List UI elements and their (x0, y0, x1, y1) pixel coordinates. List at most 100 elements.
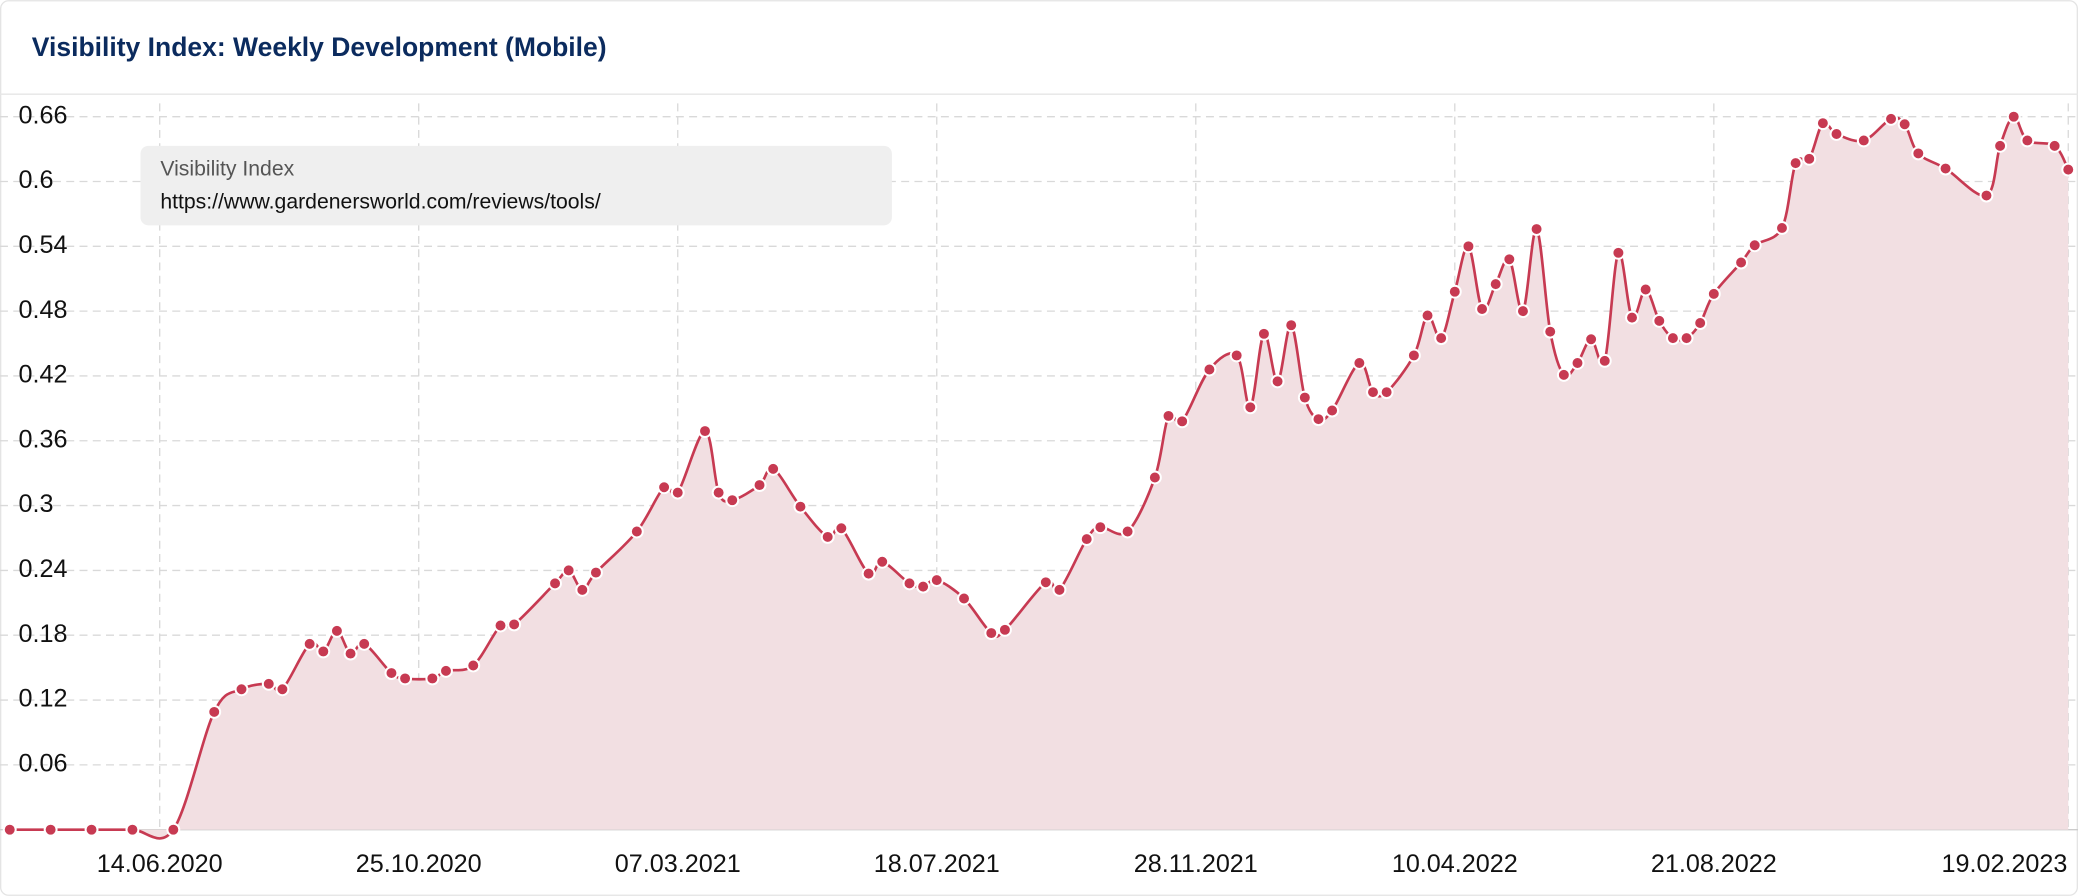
y-tick-label: 0.24 (19, 555, 68, 583)
point (1788, 156, 1803, 171)
point (1120, 524, 1135, 539)
y-tick-label: 0.06 (19, 750, 68, 778)
point (1502, 252, 1517, 267)
point (1434, 331, 1449, 346)
point (752, 478, 767, 493)
point (1652, 313, 1667, 328)
point (1175, 414, 1190, 429)
point (1706, 286, 1721, 301)
point (343, 646, 358, 661)
y-tick-label: 0.66 (19, 101, 68, 129)
point (1311, 412, 1326, 427)
y-tick-label: 0.3 (19, 490, 54, 518)
point (439, 663, 453, 678)
point (125, 822, 140, 837)
y-tick-label: 0.36 (19, 425, 68, 453)
point (234, 682, 249, 697)
point (2006, 109, 2021, 124)
point (1938, 161, 1953, 176)
point (1556, 367, 1571, 382)
point (1570, 356, 1585, 370)
point (916, 579, 931, 594)
point (2, 822, 17, 837)
point (793, 499, 808, 514)
point (1488, 277, 1503, 292)
area-fill (9, 116, 2069, 839)
point (1529, 222, 1544, 236)
y-tick-label: 0.48 (19, 296, 68, 324)
point (1052, 582, 1067, 597)
point (575, 582, 590, 597)
point (588, 565, 603, 580)
point (357, 636, 372, 651)
point (629, 524, 644, 539)
point (548, 576, 562, 591)
point (1802, 151, 1817, 166)
point (1406, 348, 1421, 363)
point (316, 644, 331, 659)
point (1256, 326, 1271, 341)
point (1229, 348, 1244, 363)
x-tick-label: 19.02.2023 (1941, 850, 2067, 878)
point (1665, 331, 1680, 346)
point (1202, 362, 1217, 377)
point (1693, 316, 1708, 330)
point (384, 666, 399, 680)
point (1638, 282, 1653, 297)
x-tick-label: 28.11.2021 (1134, 850, 1258, 878)
point (1829, 127, 1844, 141)
point (1679, 331, 1694, 346)
point (698, 424, 712, 439)
point (207, 704, 222, 719)
point (820, 529, 835, 544)
point (1161, 408, 1176, 423)
point (466, 658, 481, 673)
point (1993, 138, 2008, 153)
point (493, 618, 508, 633)
point (329, 623, 344, 638)
point (166, 822, 181, 837)
point (84, 822, 99, 837)
point (398, 671, 413, 686)
point (1093, 520, 1108, 535)
point (902, 576, 917, 591)
legend-series-name: Visibility Index (160, 157, 294, 180)
y-tick-label: 0.18 (19, 620, 68, 648)
point (711, 485, 726, 500)
point (302, 636, 317, 651)
point (1366, 385, 1380, 400)
point (1147, 470, 1162, 485)
point (275, 682, 290, 697)
point (2020, 133, 2035, 148)
point (1038, 575, 1053, 590)
point (425, 671, 440, 686)
x-tick-label: 21.08.2022 (1651, 850, 1777, 878)
point (875, 554, 890, 569)
point (670, 485, 685, 500)
point (43, 822, 58, 837)
point (929, 573, 944, 588)
x-tick-label: 14.06.2020 (97, 850, 223, 878)
point (1625, 310, 1639, 325)
point (1379, 385, 1394, 400)
point (1597, 353, 1612, 368)
point (1815, 116, 1830, 131)
point (1297, 390, 1312, 405)
point (1243, 400, 1258, 415)
point (1284, 318, 1299, 333)
point (834, 521, 849, 536)
chart-title: Visibility Index: Weekly Development (Mo… (32, 32, 607, 62)
point (507, 617, 522, 632)
point (1734, 255, 1749, 270)
point (1979, 188, 1994, 203)
point (1856, 133, 1871, 148)
point (1325, 403, 1340, 418)
plot-area: 0.06 0.12 0.18 0.24 0.3 0.36 0.42 0.48 0.54 0.6 0.… (0, 101, 2078, 878)
point (1516, 304, 1530, 319)
point (1447, 284, 1462, 299)
point (1611, 245, 1626, 260)
point (1775, 220, 1789, 235)
y-tick-label: 0.6 (19, 166, 54, 194)
y-tick-label: 0.42 (19, 361, 68, 389)
